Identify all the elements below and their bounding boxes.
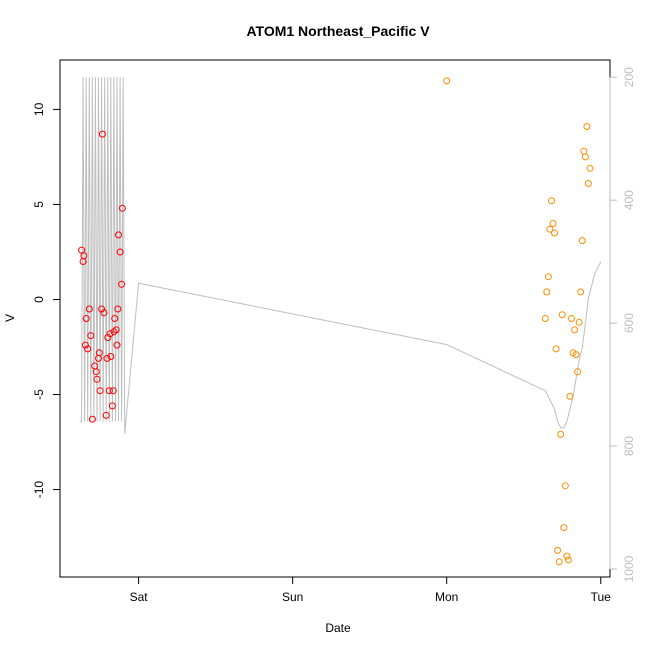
data-point-series-1: [118, 280, 126, 288]
data-point-series-2: [558, 311, 566, 319]
data-point-series-1: [108, 402, 116, 410]
data-point-series-2: [560, 524, 568, 532]
data-point-series-1: [111, 315, 119, 322]
x-tick-label: Sat: [130, 590, 149, 604]
data-point-series-2: [571, 326, 579, 334]
data-point-series-2: [584, 180, 592, 187]
y2-tick-label: 1000: [622, 555, 636, 582]
data-point-series-1: [93, 375, 101, 383]
data-point-series-2: [561, 482, 569, 490]
y2-tick-label: 800: [622, 436, 636, 456]
data-point-series-2: [554, 546, 562, 554]
y-axis-label: V: [3, 314, 17, 322]
data-point-series-2: [563, 552, 571, 560]
data-point-series-1: [78, 246, 86, 254]
data-point-series-1: [104, 334, 112, 341]
y-axis: -10 -5 0 5 10: [32, 102, 61, 499]
data-point-series-2: [548, 197, 555, 205]
data-point-series-1: [116, 248, 124, 256]
data-point-series-1: [96, 387, 104, 395]
y2-tick-label: 200: [622, 67, 636, 87]
data-point-series-1: [105, 387, 113, 395]
data-point-series-1: [106, 330, 114, 338]
y2-axis: 200 400 600 800 1000: [609, 67, 636, 582]
data-point-series-2: [575, 318, 583, 326]
x-tick-label: Tue: [591, 590, 612, 604]
data-point-series-2: [557, 430, 565, 438]
data-point-series-2: [564, 556, 572, 564]
x-tick-label: Mon: [435, 590, 458, 604]
data-point-series-1: [98, 130, 106, 138]
data-point-series-1: [109, 387, 117, 395]
data-point-series-1: [98, 305, 106, 313]
data-point-series-2: [552, 345, 560, 353]
data-point-series-1: [112, 326, 120, 334]
data-point-series-1: [80, 252, 88, 260]
y-tick-label: -10: [32, 481, 46, 499]
data-point-series-2: [581, 153, 589, 161]
data-point-series-2: [543, 288, 551, 296]
data-point-series-1: [118, 204, 126, 212]
data-point-series-1: [103, 354, 111, 362]
profile-line-layer: [80, 77, 602, 434]
data-point-series-2: [568, 315, 575, 322]
data-point-series-1: [85, 305, 93, 313]
data-point-series-2: [574, 368, 582, 376]
chart-title: ATOM1 Northeast_Pacific V: [246, 23, 430, 39]
y-tick-label: 5: [32, 201, 46, 208]
data-point-series-1: [114, 305, 122, 313]
data-point-series-2: [572, 351, 580, 359]
x-tick-label: Sun: [282, 590, 303, 604]
data-point-series-2: [583, 123, 591, 130]
x-axis-label: Date: [325, 621, 351, 635]
data-point-series-2: [555, 558, 563, 566]
data-point-series-1: [100, 309, 108, 317]
data-point-series-1: [92, 368, 100, 376]
data-point-series-1: [115, 231, 122, 239]
data-point-series-2: [551, 229, 558, 237]
x-axis: Sat Sun Mon Tue: [60, 576, 612, 604]
data-point-series-2: [586, 164, 594, 172]
profile-line: [80, 77, 602, 434]
y-tick-label: -5: [32, 389, 46, 400]
y2-tick-label: 600: [622, 313, 636, 333]
data-point-series-1: [82, 315, 90, 322]
data-point-series-2: [580, 147, 588, 155]
data-point-series-2: [541, 315, 549, 322]
y-tick-label: 0: [32, 296, 46, 303]
data-point-series-2: [443, 77, 451, 85]
data-point-series-1: [110, 328, 118, 336]
data-point-series-2: [544, 273, 552, 281]
data-point-series-2: [549, 220, 557, 227]
data-point-series-2: [566, 392, 574, 400]
y-tick-label: 10: [32, 102, 46, 116]
data-point-series-2: [546, 225, 554, 233]
data-point-series-1: [107, 353, 115, 360]
plot-area: [59, 59, 611, 578]
data-point-series-1: [95, 349, 103, 357]
y2-tick-label: 400: [622, 190, 636, 210]
data-point-series-1: [102, 411, 110, 419]
data-point-series-2: [578, 237, 586, 245]
data-point-series-1: [88, 415, 96, 423]
series-layer: [78, 77, 594, 566]
data-point-series-1: [113, 341, 121, 349]
data-point-series-2: [577, 288, 585, 296]
data-point-series-1: [81, 341, 89, 349]
data-point-series-1: [84, 345, 92, 353]
data-point-series-1: [87, 332, 95, 340]
